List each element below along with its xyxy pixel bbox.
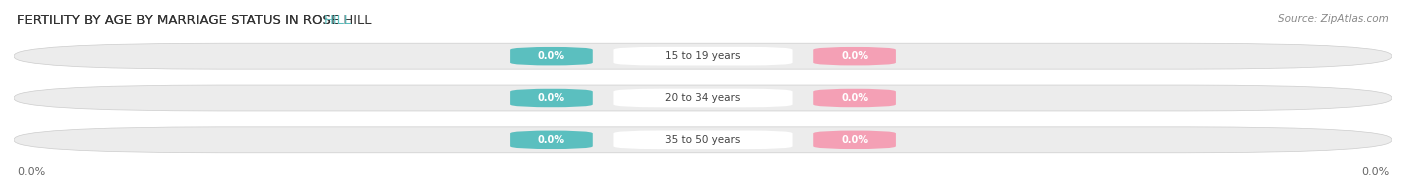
FancyBboxPatch shape xyxy=(510,131,593,149)
FancyBboxPatch shape xyxy=(813,89,896,107)
Text: 0.0%: 0.0% xyxy=(17,167,45,178)
Text: 0.0%: 0.0% xyxy=(841,51,868,61)
FancyBboxPatch shape xyxy=(14,43,1392,69)
Text: Source: ZipAtlas.com: Source: ZipAtlas.com xyxy=(1278,14,1389,24)
Text: 35 to 50 years: 35 to 50 years xyxy=(665,135,741,145)
FancyBboxPatch shape xyxy=(613,47,793,65)
FancyBboxPatch shape xyxy=(510,89,593,107)
Text: FERTILITY BY AGE BY MARRIAGE STATUS IN ROSE: FERTILITY BY AGE BY MARRIAGE STATUS IN R… xyxy=(17,14,343,27)
FancyBboxPatch shape xyxy=(613,131,793,149)
Text: HILL: HILL xyxy=(323,14,352,27)
FancyBboxPatch shape xyxy=(813,131,896,149)
FancyBboxPatch shape xyxy=(613,89,793,107)
Text: 0.0%: 0.0% xyxy=(538,93,565,103)
Text: 0.0%: 0.0% xyxy=(538,51,565,61)
Text: 0.0%: 0.0% xyxy=(841,93,868,103)
Text: 20 to 34 years: 20 to 34 years xyxy=(665,93,741,103)
FancyBboxPatch shape xyxy=(14,127,1392,153)
FancyBboxPatch shape xyxy=(510,47,593,65)
Text: 0.0%: 0.0% xyxy=(841,135,868,145)
Text: 0.0%: 0.0% xyxy=(1361,167,1389,178)
Text: FERTILITY BY AGE BY MARRIAGE STATUS IN ROSE HILL: FERTILITY BY AGE BY MARRIAGE STATUS IN R… xyxy=(17,14,371,27)
FancyBboxPatch shape xyxy=(813,47,896,65)
FancyBboxPatch shape xyxy=(14,85,1392,111)
Text: 15 to 19 years: 15 to 19 years xyxy=(665,51,741,61)
Text: 0.0%: 0.0% xyxy=(538,135,565,145)
